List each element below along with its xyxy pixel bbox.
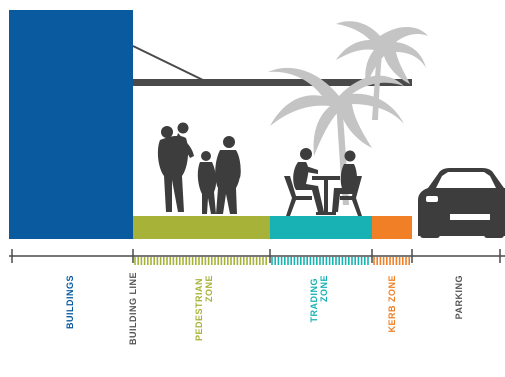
label-trading-line2: ZONE	[319, 275, 329, 302]
trading-zone-bar	[270, 216, 372, 239]
pedestrian-zone-hatch	[134, 257, 268, 265]
label-pedestrian-line2: ZONE	[204, 275, 214, 302]
car-icon	[418, 168, 505, 238]
cafe-table-icon	[284, 148, 362, 216]
people-silhouette-icon	[157, 122, 241, 214]
label-buildings: BUILDINGS	[65, 275, 75, 329]
building-block	[9, 10, 133, 239]
trading-zone-hatch	[271, 257, 369, 265]
kerb-zone-bar	[372, 216, 412, 239]
label-trading-zone: TRADING ZONE	[309, 275, 329, 323]
label-trading-line1: TRADING	[309, 278, 319, 323]
label-pedestrian-line1: PEDESTRIAN	[194, 278, 204, 341]
awning	[132, 45, 412, 86]
zone-axis	[9, 249, 505, 263]
kerb-zone-hatch	[373, 257, 411, 265]
label-building-line: BUILDING LINE	[128, 272, 138, 345]
pedestrian-zone-bar	[133, 216, 270, 239]
label-pedestrian-zone: PEDESTRIAN ZONE	[194, 275, 214, 341]
label-kerb-zone: KERB ZONE	[387, 275, 397, 333]
label-parking: PARKING	[454, 275, 464, 319]
